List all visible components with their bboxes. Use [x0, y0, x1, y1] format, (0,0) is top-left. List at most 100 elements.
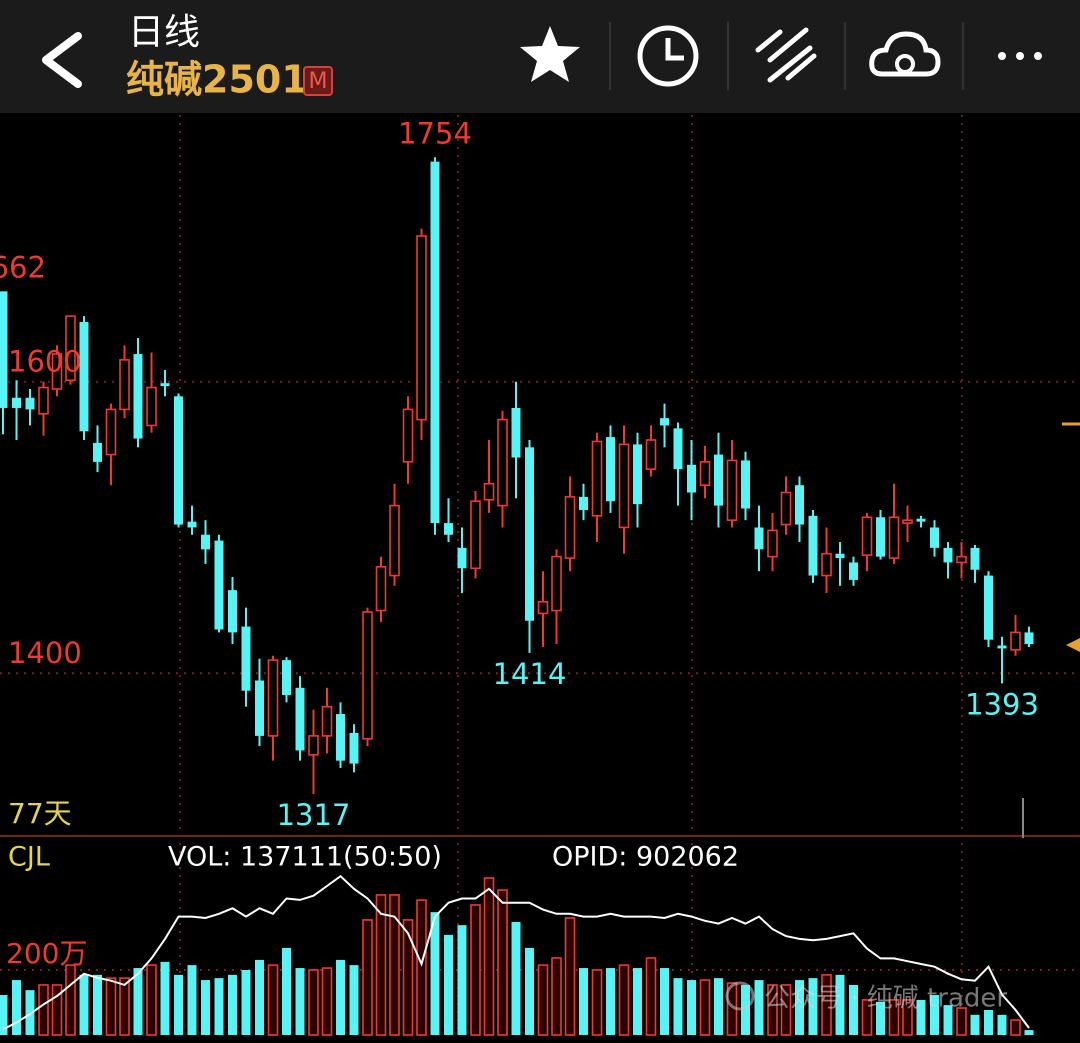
candle-body — [754, 527, 764, 550]
volume-bar — [321, 967, 333, 1036]
candle-body — [916, 518, 926, 522]
candle-body — [564, 496, 576, 559]
high-annotation: 1754 — [398, 116, 472, 150]
candle-body — [525, 447, 534, 621]
favorite-icon[interactable] — [520, 26, 580, 82]
candle-body — [349, 732, 359, 764]
candle-body — [375, 566, 387, 612]
candle-body — [660, 418, 669, 426]
more-icon[interactable] — [998, 52, 1006, 60]
history-icon[interactable] — [637, 25, 699, 87]
volume-bar — [997, 1014, 1007, 1035]
volume-bar — [282, 947, 291, 1035]
volume-bar — [255, 959, 264, 1035]
candle-body — [65, 315, 76, 382]
candle-body — [402, 408, 414, 463]
candle-body — [795, 485, 804, 525]
candle-body — [282, 660, 291, 696]
candle-body — [579, 496, 588, 510]
candle-body — [0, 291, 8, 408]
candle-body — [362, 611, 373, 740]
candle-body — [470, 500, 481, 570]
volume-bar — [174, 974, 183, 1035]
volume-bar — [687, 980, 696, 1035]
candle-body — [51, 353, 63, 390]
candle-body — [618, 443, 630, 529]
volume-bar — [375, 894, 387, 1036]
candle-body — [483, 482, 495, 501]
volume-bar — [861, 999, 873, 1036]
draw-tool-icon[interactable] — [755, 27, 817, 83]
candle-body — [214, 540, 224, 630]
candle-body — [187, 521, 197, 528]
volume-text: VOL: 137111(50:50) — [168, 842, 442, 873]
volume-bar — [902, 999, 913, 1036]
low-annotation: 1414 — [493, 657, 567, 691]
volume-bar — [402, 919, 414, 1036]
low-annotation: 1317 — [277, 798, 351, 832]
symbol[interactable]: 纯碱2501 — [126, 58, 308, 102]
volume-bar — [606, 968, 615, 1035]
volume-bar — [808, 978, 818, 1035]
candle-body — [930, 527, 939, 548]
vertical-dividers — [179, 115, 963, 1035]
open-interest-line — [2, 874, 1030, 1031]
volume-bar — [146, 964, 157, 1036]
candle-body — [780, 491, 792, 526]
y-tick-label: 1400 — [8, 636, 82, 670]
volume-bar — [714, 978, 723, 1035]
volume-bar — [511, 921, 521, 1035]
volume-bar — [780, 984, 792, 1036]
volume-bar — [416, 899, 427, 1036]
more-icon — [1016, 52, 1024, 60]
candle-body — [430, 161, 440, 524]
volume-bar — [295, 968, 305, 1035]
volume-bar — [645, 957, 657, 1036]
candle-body — [321, 705, 333, 737]
candle-body — [767, 529, 778, 558]
volume-bar — [362, 919, 373, 1036]
volume-bar — [497, 889, 508, 1036]
candle-body — [606, 437, 615, 502]
candle-body — [12, 397, 21, 408]
volume-bar — [821, 974, 832, 1036]
cloud-icon[interactable] — [869, 31, 941, 77]
volume-bar — [38, 984, 49, 1036]
badge: M — [309, 69, 328, 94]
candle-body — [241, 626, 251, 691]
candle-body — [849, 562, 858, 580]
candle-body — [876, 517, 885, 557]
candle-body — [645, 439, 657, 470]
candle-body — [228, 590, 237, 633]
watermark: 公众号 · 纯碱 trader — [764, 984, 1007, 1014]
candle-body — [308, 735, 319, 756]
candle-body — [808, 515, 818, 576]
volume-bar — [767, 984, 778, 1036]
candle-body — [633, 444, 642, 505]
volume-bar — [835, 974, 845, 1035]
volume-bar — [430, 912, 440, 1035]
volume-bar — [1010, 1019, 1021, 1036]
candle-body — [201, 534, 210, 550]
volume-bar — [673, 978, 683, 1035]
candle-body — [160, 383, 170, 387]
volume-bar — [888, 999, 900, 1036]
candle-body — [741, 460, 750, 509]
volume-bar — [849, 984, 858, 1035]
y-tick-label: 1600 — [8, 345, 82, 379]
volume-bar — [25, 990, 35, 1035]
candle-body — [133, 354, 143, 439]
volume-bar — [105, 977, 117, 1036]
back-button[interactable] — [42, 32, 82, 88]
period-label: 77天 — [8, 797, 72, 830]
candle-body — [511, 407, 521, 458]
volume-bar — [119, 977, 130, 1036]
volume-bar — [93, 974, 102, 1035]
volume-bar — [754, 980, 764, 1035]
volume-bar — [336, 959, 345, 1035]
candle-body — [943, 547, 953, 563]
candle-body — [888, 516, 900, 559]
volume-bar — [483, 877, 495, 1036]
